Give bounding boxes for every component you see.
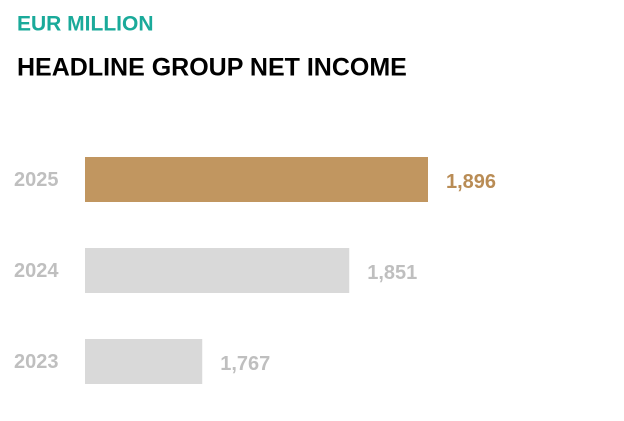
bar (85, 248, 350, 293)
value-label: 1,851 (367, 262, 417, 284)
value-label: 1,896 (446, 171, 496, 193)
value-label: 1,767 (220, 353, 270, 375)
bar (85, 339, 203, 384)
y-tick-label: 2025 (14, 169, 59, 191)
y-tick-label: 2024 (14, 260, 59, 282)
bar (85, 157, 428, 202)
chart-title: HEADLINE GROUP NET INCOME (17, 54, 407, 82)
chart-subtitle: EUR MILLION (17, 13, 154, 36)
y-tick-label: 2023 (14, 351, 59, 373)
